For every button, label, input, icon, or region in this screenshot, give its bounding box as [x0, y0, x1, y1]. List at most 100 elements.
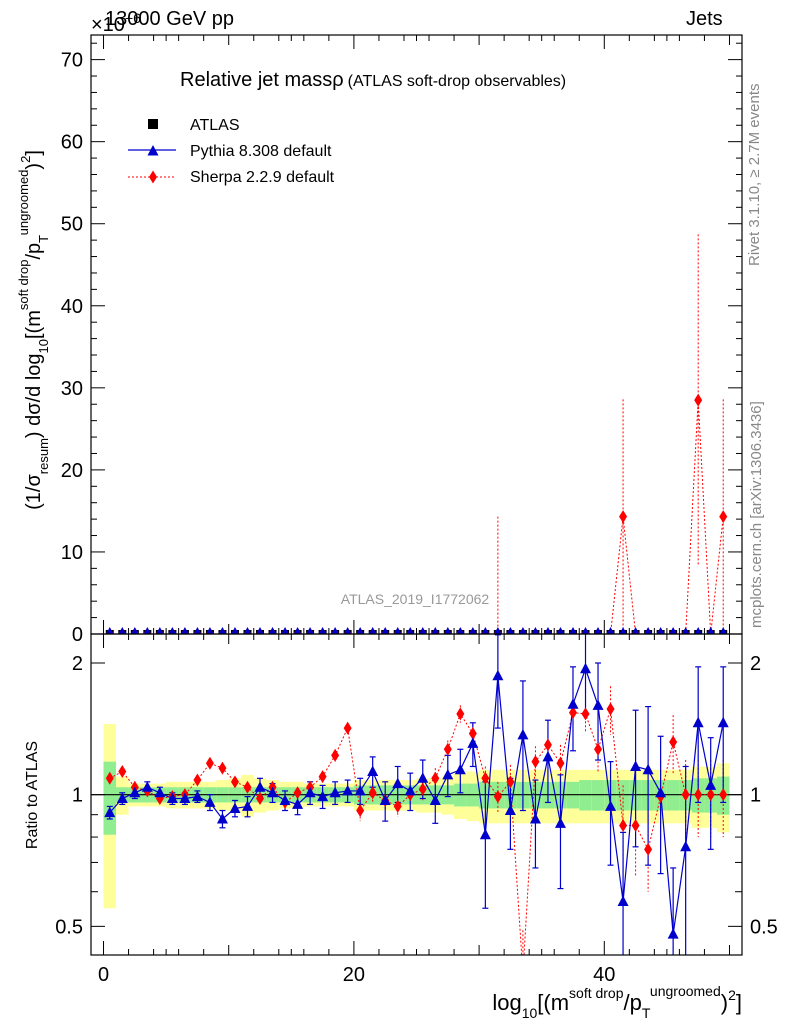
- ratio-sherpa-marker: [468, 726, 477, 740]
- ratio-sherpa-marker: [331, 748, 340, 762]
- pythia-marker: [681, 627, 690, 634]
- ratio-band-inner: [591, 780, 605, 811]
- y-axis-title: (1/σresum) dσ/d log10[(msoft drop/pTungr…: [16, 150, 51, 510]
- ratio-sherpa-marker: [694, 788, 703, 802]
- ratio-sherpa-marker: [443, 742, 452, 756]
- ratio-pythia-marker: [642, 763, 654, 775]
- ratio-pythia-marker: [504, 804, 516, 816]
- pythia-marker: [444, 627, 452, 634]
- pythia-marker: [343, 627, 352, 634]
- ratio-pythia-marker: [292, 798, 304, 809]
- pythia-marker: [506, 627, 515, 634]
- ratio-sherpa-marker: [669, 735, 678, 749]
- ratio-sherpa-marker: [418, 782, 427, 796]
- legend-sherpa-label: Sherpa 2.2.9 default: [190, 169, 335, 186]
- ratio-band-inner: [666, 780, 680, 811]
- ratio-sherpa-marker: [105, 771, 114, 785]
- ratio-pythia-marker: [267, 786, 279, 798]
- ratio-y-tick-label: 0.5: [55, 916, 83, 938]
- ratio-sherpa-marker: [531, 755, 540, 769]
- y-axis-title-part: ): [23, 163, 45, 170]
- x-axis-title-part: T: [642, 1005, 651, 1021]
- ratio-pythia-marker: [492, 669, 504, 681]
- ratio-pythia-marker: [392, 777, 404, 789]
- ratio-pythia-marker: [705, 779, 717, 790]
- y-tick-label: 30: [61, 378, 83, 400]
- mcplots-reference-label: mcplots.cern.ch [arXiv:1306.3436]: [748, 401, 765, 628]
- chart-subtitle: (ATLAS soft-drop observables): [348, 73, 566, 90]
- ratio-pythia-marker: [479, 828, 491, 840]
- pythia-marker: [431, 627, 439, 634]
- x-tick-label: 40: [593, 964, 615, 986]
- ratio-pythia-marker: [529, 812, 541, 824]
- process-label: 13000 GeV pp: [105, 8, 234, 30]
- ratio-pythia-marker: [580, 662, 592, 674]
- ratio-sherpa-marker: [606, 702, 615, 716]
- pythia-marker: [531, 627, 540, 634]
- ratio-pythia-marker: [667, 928, 679, 939]
- y-tick-label: 40: [61, 296, 83, 318]
- pythia-marker: [656, 627, 665, 634]
- pythia-marker: [606, 627, 615, 634]
- y-axis-title-part: ) dσ/d log: [23, 353, 45, 438]
- y-tick-label: 60: [61, 132, 83, 154]
- legend-pythia-label: Pythia 8.308 default: [190, 143, 332, 160]
- ratio-pythia-marker: [304, 786, 316, 798]
- y-axis-title-part: ]: [23, 150, 45, 156]
- sherpa-marker: [619, 510, 628, 524]
- ratio-sherpa-marker: [193, 773, 202, 787]
- ratio-pythia-marker: [179, 792, 191, 804]
- ratio-pythia-marker: [241, 800, 253, 811]
- ratio-sherpa-marker: [431, 771, 440, 785]
- ratio-sherpa-marker: [568, 706, 577, 720]
- pythia-marker: [131, 627, 139, 634]
- y-tick-label: 20: [61, 460, 83, 482]
- ratio-pythia-marker: [342, 784, 354, 796]
- pythia-marker: [318, 627, 327, 634]
- ratio-sherpa-line: [109, 708, 724, 955]
- ratio-sherpa-marker: [118, 764, 127, 778]
- pythia-marker: [206, 627, 214, 634]
- x-axis-title-part: ]: [736, 990, 742, 1015]
- ratio-pythia-marker: [367, 765, 379, 776]
- ratio-sherpa-marker: [719, 788, 728, 802]
- y-exponent-label: ×10−6: [91, 10, 141, 36]
- pythia-marker: [218, 627, 227, 634]
- ratio-pythia-marker: [680, 840, 692, 852]
- x-axis-title-part: ungroomed: [650, 983, 721, 999]
- ratio-sherpa-marker: [230, 775, 239, 789]
- ratio-pythia-marker: [454, 763, 466, 775]
- ratio-band-inner: [579, 780, 592, 811]
- ratio-pythia-marker: [154, 786, 166, 798]
- ratio-pythia-marker: [116, 792, 128, 804]
- pythia-marker: [669, 627, 677, 634]
- pythia-marker: [156, 627, 164, 634]
- main-plot-frame: [90, 34, 743, 635]
- ratio-pythia-marker: [655, 786, 667, 798]
- ratio-y-tick-label-right: 0.5: [750, 916, 778, 938]
- pythia-marker: [569, 627, 577, 634]
- y-axis-title-part: (1/σ: [23, 474, 45, 510]
- ratio-sherpa-marker: [493, 790, 502, 804]
- ratio-pythia-marker: [517, 728, 529, 740]
- ratio-pythia-marker: [567, 698, 579, 709]
- pythia-marker: [118, 627, 126, 634]
- pythia-marker: [556, 627, 565, 634]
- x-axis-title-part: 10: [522, 1005, 538, 1021]
- x-axis-title-part: soft drop: [569, 985, 624, 1001]
- ratio-pythia-marker: [166, 792, 178, 804]
- pythia-marker: [581, 627, 590, 634]
- x-tick-label: 0: [98, 964, 109, 986]
- category-label: Jets: [686, 8, 723, 30]
- ratio-plot-area: [91, 634, 742, 955]
- pythia-marker: [594, 627, 602, 634]
- pythia-marker: [193, 627, 202, 634]
- ratio-sherpa-marker: [318, 770, 327, 784]
- pythia-marker: [256, 627, 264, 634]
- pythia-marker: [406, 627, 414, 634]
- y-axis-title-part: soft drop: [16, 260, 31, 311]
- ratio-pythia-marker: [617, 895, 629, 906]
- pythia-marker: [143, 627, 152, 634]
- pythia-marker: [243, 627, 252, 634]
- ratio-pythia-marker: [254, 781, 266, 792]
